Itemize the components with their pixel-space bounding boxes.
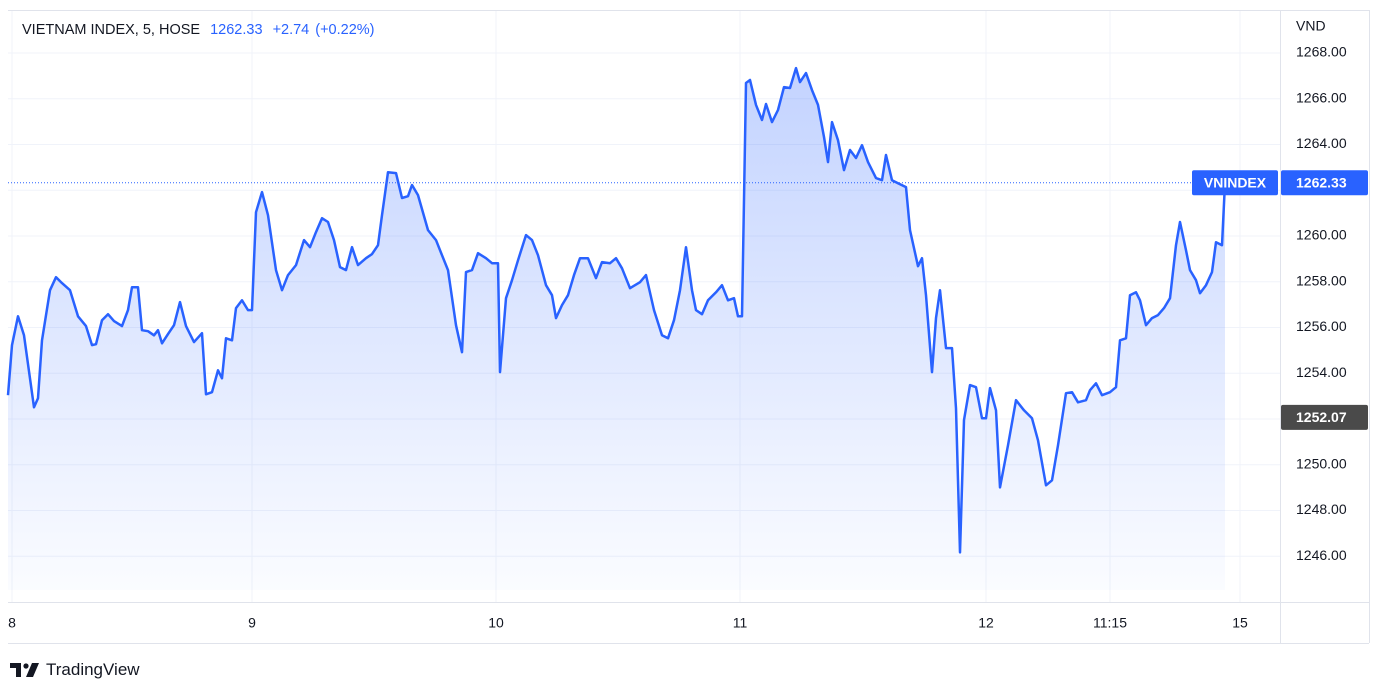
area: [8, 68, 1225, 591]
last-price: 1262.33: [210, 22, 263, 38]
brand-logo: [10, 663, 39, 677]
x-tick-label: 11: [733, 615, 748, 631]
change-pct: (+0.22%): [315, 22, 375, 38]
y-tick-label: 1250.00: [1296, 455, 1347, 471]
y-tick-label: 1268.00: [1296, 44, 1347, 60]
y-tick-label: 1260.00: [1296, 227, 1347, 243]
x-tick-label: 15: [1232, 615, 1248, 631]
y-tick-label: 1248.00: [1296, 501, 1347, 517]
x-tick-label: 12: [978, 615, 994, 631]
last-price-tag-label: 1262.33: [1296, 174, 1347, 190]
y-axis-unit: VND: [1296, 18, 1326, 34]
x-tick-label: 9: [248, 615, 256, 631]
brand-name: TradingView: [46, 660, 140, 679]
x-tick-label: 10: [488, 615, 504, 631]
y-tick-label: 1264.00: [1296, 135, 1347, 151]
x-tick-label: 8: [8, 615, 16, 631]
y-tick-label: 1258.00: [1296, 272, 1347, 288]
change: +2.74: [272, 22, 310, 38]
series-tag-label: VNINDEX: [1204, 174, 1267, 190]
frame: [8, 10, 1370, 644]
last-price-tag: [1281, 170, 1368, 196]
price-marker-label: 1252.07: [1296, 409, 1347, 425]
series-tag: [1192, 170, 1278, 196]
price-marker-tag: [1281, 404, 1368, 430]
line: [6, 66, 1227, 554]
legend: VIETNAM INDEX, 5, HOSE 1262.33 +2.74 (+0.…: [22, 22, 381, 38]
y-tick-label: 1254.00: [1296, 364, 1347, 380]
x-tick-label: 11:15: [1093, 615, 1127, 631]
brand[interactable]: TradingView: [10, 660, 140, 680]
symbol: VIETNAM INDEX, 5, HOSE: [22, 22, 201, 38]
y-tick-label: 1246.00: [1296, 547, 1347, 563]
y-tick-label: 1256.00: [1296, 318, 1347, 334]
y-tick-label: 1266.00: [1296, 89, 1347, 105]
